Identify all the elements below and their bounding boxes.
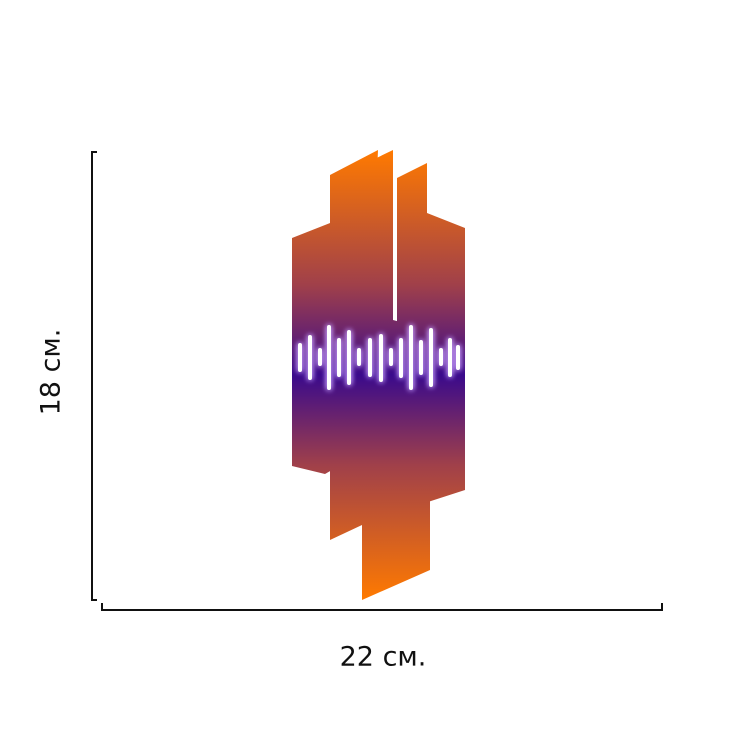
dimension-lines: [91, 151, 663, 611]
lamp: [292, 150, 465, 600]
width-line: [101, 603, 663, 611]
height-label: 18 см.: [36, 329, 67, 416]
width-label: 22 см.: [340, 642, 427, 673]
sound-wave: [298, 325, 460, 390]
height-line: [91, 151, 97, 601]
